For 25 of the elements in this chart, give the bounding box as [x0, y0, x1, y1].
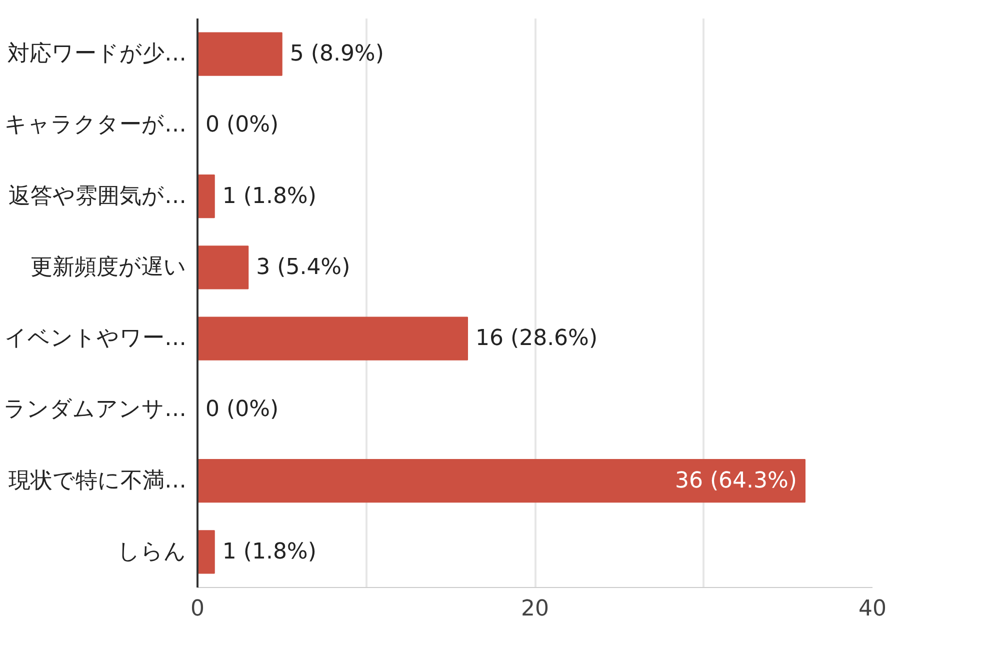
data-label: 1 (1.8%)	[222, 539, 316, 564]
data-label: 3 (5.4%)	[256, 254, 350, 280]
y-tick-label: キャラクターが…	[4, 112, 186, 138]
bar	[198, 174, 215, 218]
data-label: 5 (8.9%)	[290, 42, 384, 67]
bar	[198, 530, 215, 574]
bar	[198, 316, 468, 360]
bar	[198, 246, 249, 290]
data-label: 1 (1.8%)	[222, 184, 316, 209]
x-tick-label: 20	[521, 596, 550, 622]
y-tick-label: 対応ワードが少…	[8, 42, 186, 67]
data-label: 0 (0%)	[206, 397, 279, 422]
data-label: 36 (64.3%)	[674, 468, 798, 494]
bar	[198, 32, 282, 76]
y-tick-label: ランダムアンサ…	[4, 397, 186, 422]
y-tick-label: イベントやワー…	[4, 326, 186, 352]
x-tick-label: 0	[190, 596, 204, 622]
y-tick-label: 返答や雰囲気が…	[8, 184, 186, 209]
data-label: 0 (0%)	[206, 112, 279, 138]
data-label: 16 (28.6%)	[476, 326, 598, 352]
y-tick-label: しらん	[118, 539, 186, 564]
y-tick-label: 現状で特に不満…	[8, 468, 186, 494]
x-tick-label: 40	[858, 596, 887, 622]
bar	[198, 458, 806, 503]
y-tick-label: 更新頻度が遅い	[30, 254, 186, 280]
